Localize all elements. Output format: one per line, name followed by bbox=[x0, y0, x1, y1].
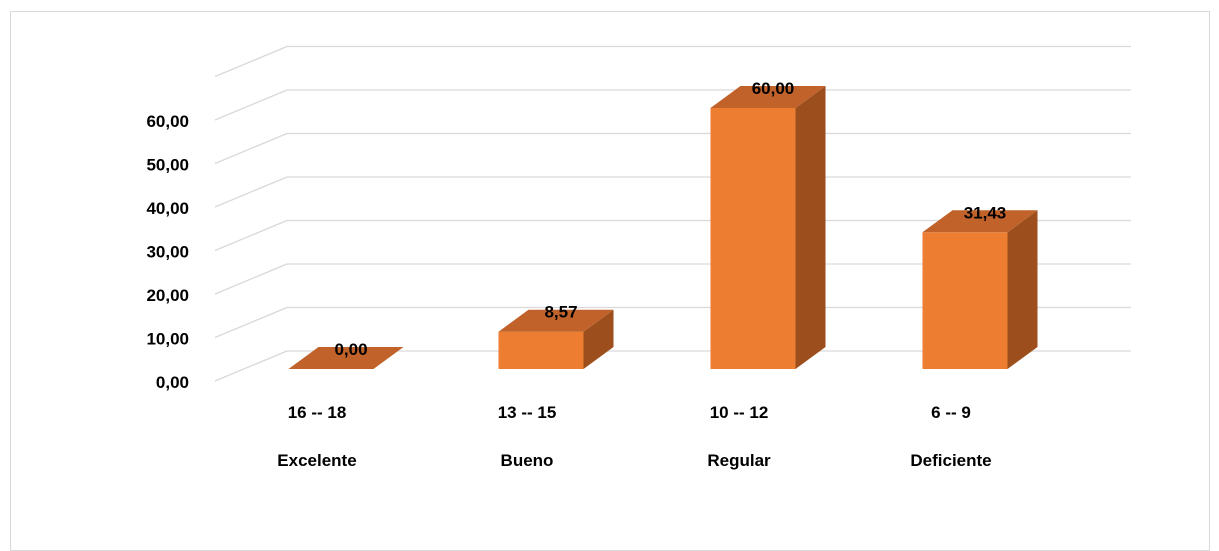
data-labels: 0,00 8,57 60,00 31,43 bbox=[334, 79, 1006, 359]
grid-diagonal bbox=[214, 263, 288, 295]
y-tick-label: 30,00 bbox=[146, 243, 189, 262]
bar bbox=[922, 210, 1038, 369]
category-range-label: 13 -- 15 bbox=[498, 403, 557, 422]
bar-chart: 0,00 10,00 20,00 30,00 40,00 50,00 60,00 0,00 8… bbox=[146, 45, 1131, 470]
y-tick-label: 50,00 bbox=[146, 156, 189, 175]
category-label: Excelente bbox=[277, 451, 356, 470]
bar-front bbox=[710, 108, 796, 369]
category-label: Deficiente bbox=[910, 451, 991, 470]
grid-diagonal bbox=[214, 176, 288, 208]
grid-diagonal bbox=[214, 132, 288, 165]
bar-top bbox=[498, 309, 614, 332]
grid-diagonal bbox=[214, 45, 288, 78]
data-label: 31,43 bbox=[964, 203, 1007, 222]
bars bbox=[288, 86, 1038, 369]
x-axis-categories: 16 -- 18 Excelente 13 -- 15 Bueno 10 -- 12 Re… bbox=[277, 403, 991, 470]
y-tick-label: 10,00 bbox=[146, 330, 189, 349]
bar-side bbox=[1007, 210, 1038, 369]
bar bbox=[498, 309, 614, 369]
y-tick-label: 60,00 bbox=[146, 112, 189, 131]
chart-frame: 0,00 10,00 20,00 30,00 40,00 50,00 60,00 0,00 8… bbox=[10, 11, 1210, 551]
bar-side bbox=[583, 309, 614, 369]
bar bbox=[288, 347, 404, 369]
category-range-label: 16 -- 18 bbox=[288, 403, 347, 422]
data-label: 8,57 bbox=[544, 303, 577, 322]
grid-diagonal bbox=[214, 306, 288, 339]
category-range-label: 6 -- 9 bbox=[931, 403, 971, 422]
category-label: Bueno bbox=[501, 451, 554, 470]
y-axis-ticks: 0,00 10,00 20,00 30,00 40,00 50,00 60,00 bbox=[146, 112, 189, 392]
y-tick-label: 0,00 bbox=[156, 373, 189, 392]
grid-diagonal bbox=[214, 219, 288, 252]
bar-front bbox=[498, 331, 584, 369]
bar-top bbox=[710, 86, 826, 108]
grid-diagonal bbox=[214, 350, 288, 382]
category-range-label: 10 -- 12 bbox=[710, 403, 769, 422]
gridlines bbox=[214, 45, 1131, 382]
grid-diagonal bbox=[214, 89, 288, 121]
data-label: 60,00 bbox=[752, 79, 795, 98]
bar bbox=[710, 86, 826, 369]
category-label: Regular bbox=[707, 451, 771, 470]
bar-top bbox=[288, 347, 404, 369]
bar-side bbox=[795, 86, 826, 369]
bar-top bbox=[922, 210, 1038, 233]
data-label: 0,00 bbox=[334, 340, 367, 359]
bar-front bbox=[922, 232, 1008, 369]
y-tick-label: 40,00 bbox=[146, 199, 189, 218]
y-tick-label: 20,00 bbox=[146, 286, 189, 305]
